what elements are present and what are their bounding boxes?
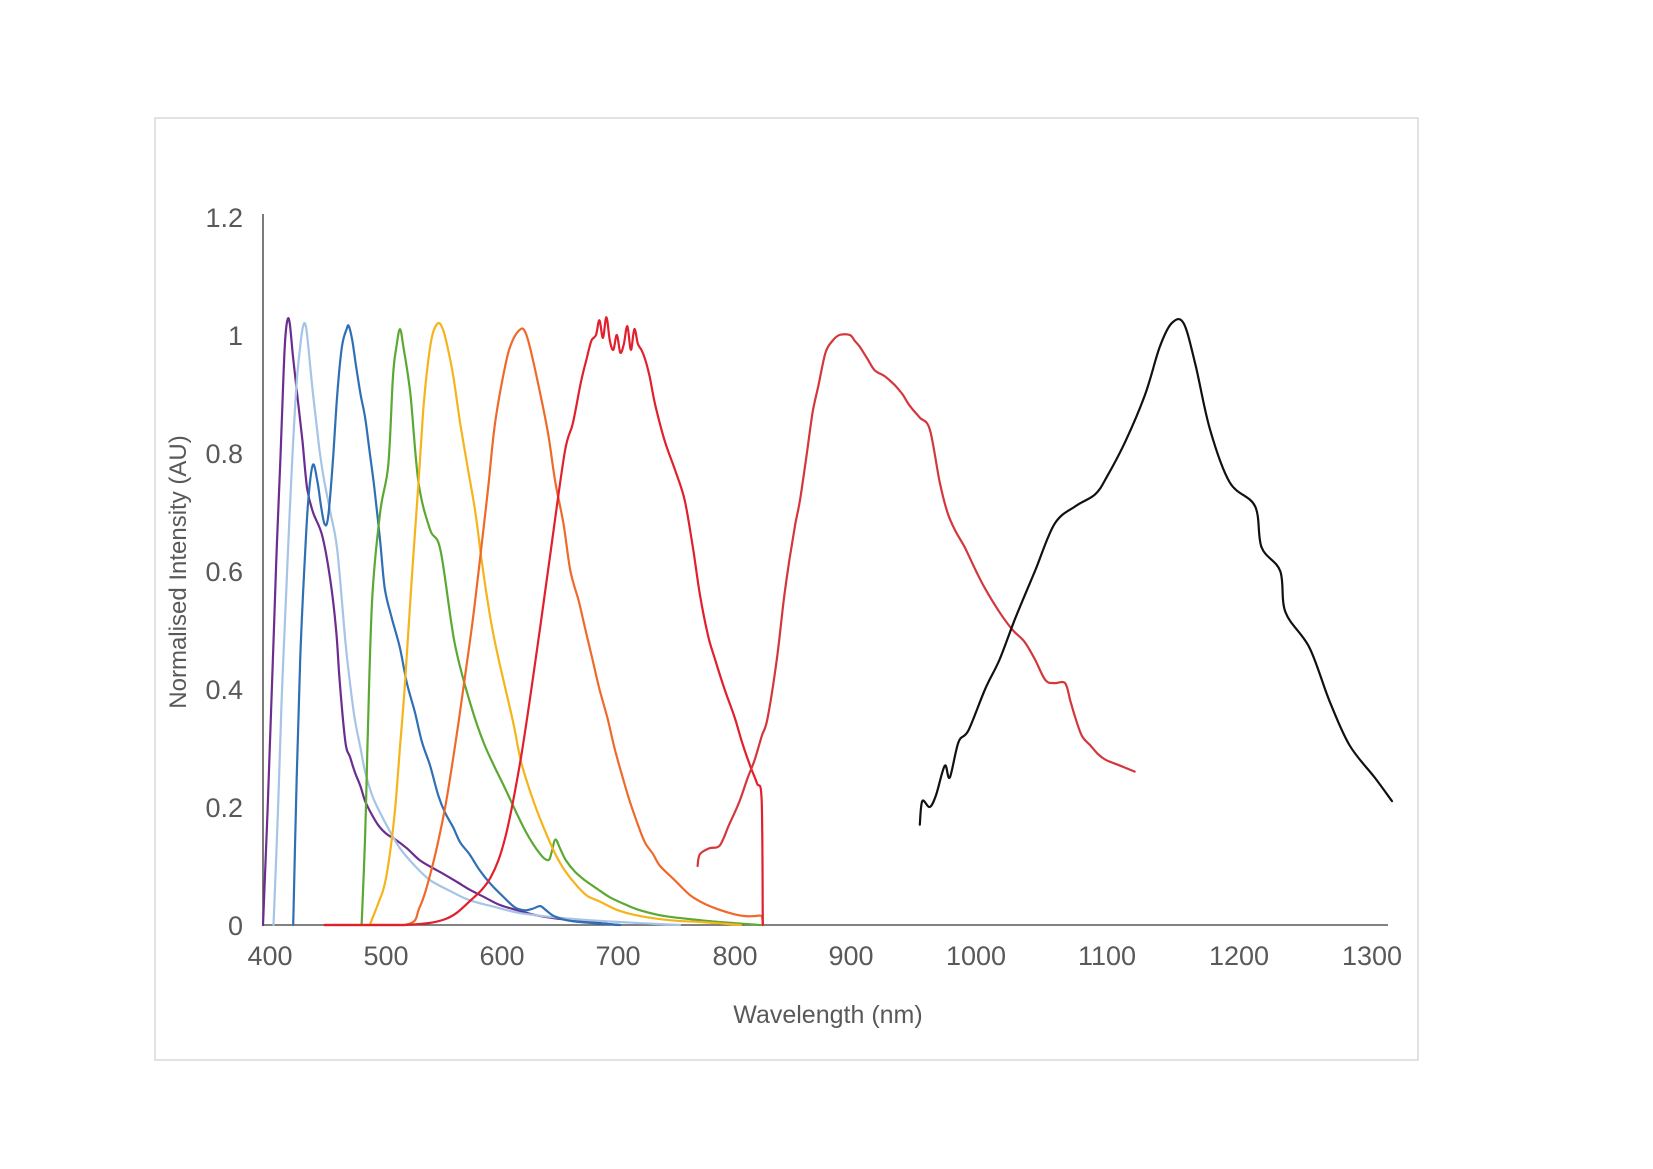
x-tick-label: 1300	[1342, 941, 1402, 971]
x-tick-label: 900	[828, 941, 873, 971]
y-tick-label: 0.6	[205, 557, 243, 587]
series-line-7	[323, 316, 764, 927]
x-tick-label: 800	[712, 941, 757, 971]
y-tick-label: 1	[228, 321, 243, 351]
plot-area	[261, 316, 1394, 927]
x-tick-label: 600	[479, 941, 524, 971]
y-axis-title: Normalised Intensity (AU)	[165, 435, 192, 708]
series-line-8	[696, 333, 1136, 868]
x-tick-label: 400	[247, 941, 292, 971]
series-line-3	[292, 324, 622, 927]
y-tick-label: 0.2	[205, 793, 243, 823]
series-line-9	[918, 318, 1394, 826]
x-tick-label: 1000	[946, 941, 1006, 971]
series-line-5	[368, 321, 742, 927]
series-line-4	[360, 328, 762, 927]
x-tick-label: 500	[363, 941, 408, 971]
y-tick-label: 0.8	[205, 439, 243, 469]
y-tick-labels: 0 0.2 0.4 0.6 0.8 1 1.2	[205, 203, 243, 941]
chart-frame	[154, 117, 1419, 1061]
y-tick-label: 0.4	[205, 675, 243, 705]
x-tick-label: 700	[595, 941, 640, 971]
y-tick-label: 0	[228, 911, 243, 941]
x-tick-label: 1200	[1209, 941, 1269, 971]
x-tick-labels: 400 500 600 700 800 900 1000 1100 1200 1…	[247, 941, 1402, 971]
y-tick-label: 1.2	[205, 203, 243, 233]
series-line-6	[323, 327, 764, 927]
series-line-1	[261, 317, 620, 927]
x-tick-label: 1100	[1078, 941, 1136, 971]
x-axis-title: Wavelength (nm)	[733, 1001, 922, 1029]
